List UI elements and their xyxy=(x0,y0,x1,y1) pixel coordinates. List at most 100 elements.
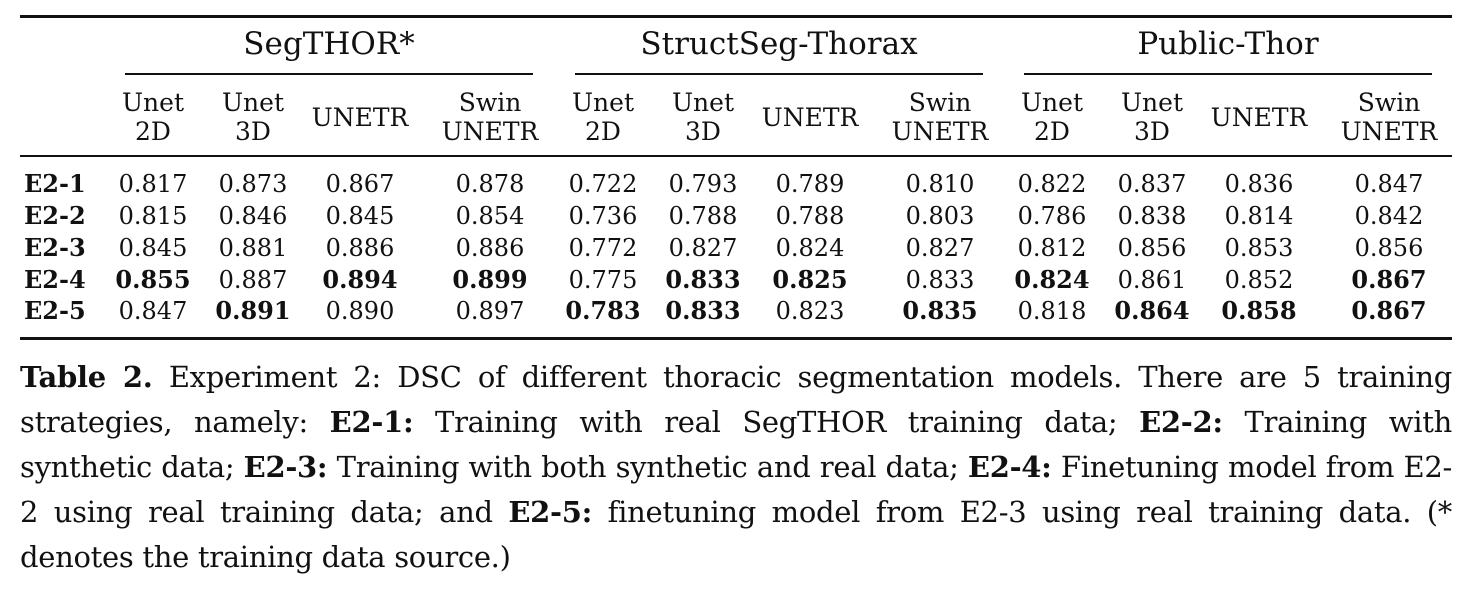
table-cell: 0.833 xyxy=(665,296,741,325)
table-cell: 0.881 xyxy=(218,234,288,262)
column-header-line1: Unet xyxy=(121,88,184,117)
table-cell: 0.789 xyxy=(775,170,845,198)
column-header: UNETR xyxy=(1209,103,1309,132)
table-cell: 0.845 xyxy=(325,202,395,230)
caption-text-e2-4: Finetuning model from E2-2 using real tr… xyxy=(20,450,1452,529)
table-caption: Table 2. Experiment 2: DSC of different … xyxy=(20,355,1452,580)
table-cell: 0.810 xyxy=(905,170,975,198)
table-cell: 0.886 xyxy=(325,234,395,262)
column-header-line1: Unet xyxy=(1020,88,1083,117)
caption-key-e2-4: E2-4: xyxy=(967,450,1052,484)
column-header-line2: 3D xyxy=(235,117,271,146)
table-header-rule xyxy=(20,155,1452,157)
table-cell: 0.833 xyxy=(665,265,741,294)
column-header: Unet 3D xyxy=(653,88,753,146)
column-header-line1: Swin xyxy=(908,88,972,117)
caption-label: Table 2. xyxy=(20,360,153,394)
table-cell: 0.825 xyxy=(772,265,848,294)
table-cell: 0.817 xyxy=(118,170,188,198)
caption-key-e2-3: E2-3: xyxy=(243,450,328,484)
table-cell: 0.803 xyxy=(905,202,975,230)
column-header: Unet 2D xyxy=(1002,88,1102,146)
column-header-line2: 3D xyxy=(685,117,721,146)
table-cell: 0.793 xyxy=(668,170,738,198)
column-header-line2: 3D xyxy=(1134,117,1170,146)
table-cell: 0.814 xyxy=(1224,202,1294,230)
table-cell: 0.722 xyxy=(568,170,638,198)
caption-note: (* denotes the training data source.) xyxy=(20,495,1452,574)
row-label: E2-5 xyxy=(24,296,86,325)
table-cell: 0.867 xyxy=(1351,265,1427,294)
table-top-rule xyxy=(20,15,1452,18)
table-cell: 0.822 xyxy=(1017,170,1087,198)
column-header-line1: Unet xyxy=(1120,88,1183,117)
table-cell: 0.827 xyxy=(905,234,975,262)
caption-text-e2-3: Training with both synthetic and real da… xyxy=(327,450,968,484)
table-cell: 0.867 xyxy=(325,170,395,198)
table-cell: 0.854 xyxy=(455,202,525,230)
column-header-line2: UNETR xyxy=(441,117,539,146)
table-cell: 0.867 xyxy=(1351,296,1427,325)
group-title-segthor: SegTHOR* xyxy=(243,26,415,62)
table-cell: 0.824 xyxy=(1014,265,1090,294)
column-header-line2: 2D xyxy=(1034,117,1070,146)
caption-text-e2-2: Training with synthetic data; xyxy=(20,405,1452,484)
table-cell: 0.878 xyxy=(455,170,525,198)
table-cell: 0.786 xyxy=(1017,202,1087,230)
table-cell: 0.853 xyxy=(1224,234,1294,262)
column-header-line1: UNETR xyxy=(311,103,409,132)
table-cell: 0.815 xyxy=(118,202,188,230)
column-header-line1: Unet xyxy=(671,88,734,117)
group-underline-publicthor xyxy=(1024,73,1432,75)
row-label: E2-1 xyxy=(24,169,86,198)
table-cell: 0.864 xyxy=(1114,296,1190,325)
table-cell: 0.852 xyxy=(1224,266,1294,294)
table-cell: 0.847 xyxy=(1354,170,1424,198)
table-cell: 0.812 xyxy=(1017,234,1087,262)
column-header-line1: Unet xyxy=(221,88,284,117)
table-cell: 0.835 xyxy=(902,296,978,325)
column-header: Swin UNETR xyxy=(890,88,990,146)
column-header-line2: 2D xyxy=(135,117,171,146)
column-header-line1: UNETR xyxy=(1210,103,1308,132)
table-cell: 0.847 xyxy=(118,297,188,325)
column-header: Swin UNETR xyxy=(440,88,540,146)
table-cell: 0.897 xyxy=(455,297,525,325)
table-cell: 0.855 xyxy=(115,265,191,294)
table-cell: 0.886 xyxy=(455,234,525,262)
table-cell: 0.837 xyxy=(1117,170,1187,198)
table-cell: 0.899 xyxy=(452,265,528,294)
row-label: E2-4 xyxy=(24,265,86,294)
table-cell: 0.827 xyxy=(668,234,738,262)
table-cell: 0.823 xyxy=(775,297,845,325)
column-header: Unet 2D xyxy=(103,88,203,146)
table-cell: 0.836 xyxy=(1224,170,1294,198)
column-header: UNETR xyxy=(310,103,410,132)
table-cell: 0.861 xyxy=(1117,266,1187,294)
group-title-structseg: StructSeg-Thorax xyxy=(640,26,918,62)
table-cell: 0.856 xyxy=(1354,234,1424,262)
table-cell: 0.818 xyxy=(1017,297,1087,325)
group-underline-segthor xyxy=(125,73,533,75)
column-header-line2: UNETR xyxy=(1340,117,1438,146)
column-header-line1: Unet xyxy=(571,88,634,117)
table-bottom-rule xyxy=(20,337,1452,340)
table-cell: 0.856 xyxy=(1117,234,1187,262)
caption-text-e2-5: finetuning model from E2-3 using real tr… xyxy=(592,495,1427,529)
table-cell: 0.891 xyxy=(215,296,291,325)
column-header-line1: Swin xyxy=(1357,88,1421,117)
group-underline-structseg xyxy=(575,73,983,75)
row-label: E2-2 xyxy=(24,201,86,230)
table-cell: 0.845 xyxy=(118,234,188,262)
table-cell: 0.788 xyxy=(775,202,845,230)
caption-key-e2-5: E2-5: xyxy=(508,495,593,529)
caption-intro: Experiment 2: DSC of different thoracic … xyxy=(20,360,1452,439)
table-cell: 0.858 xyxy=(1221,296,1297,325)
column-header-line1: UNETR xyxy=(761,103,859,132)
table-cell: 0.894 xyxy=(322,265,398,294)
table-cell: 0.824 xyxy=(775,234,845,262)
table-cell: 0.783 xyxy=(565,296,641,325)
table-cell: 0.833 xyxy=(905,266,975,294)
caption-key-e2-2: E2-2: xyxy=(1139,405,1223,439)
caption-key-e2-1: E2-1: xyxy=(329,405,414,439)
